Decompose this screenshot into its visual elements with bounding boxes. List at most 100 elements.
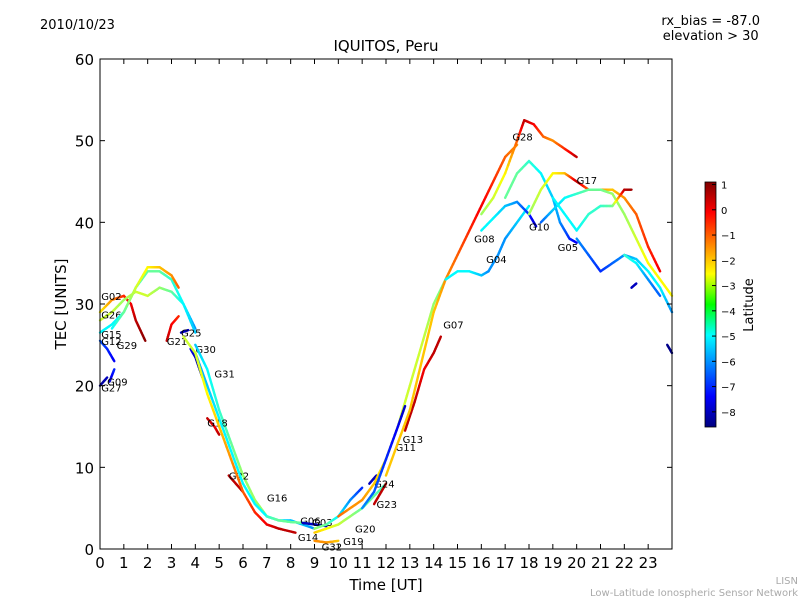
x-tick-label: 16	[472, 554, 491, 572]
colorbar-tick-label: −5	[721, 332, 736, 343]
series-segment	[176, 315, 180, 319]
series-label: G03	[312, 518, 332, 529]
series-label: G29	[117, 341, 137, 352]
elevation-label: elevation > 30	[662, 29, 759, 44]
series-label: G30	[195, 345, 215, 356]
series-unlabeled-33	[551, 188, 633, 232]
x-tick-label: 21	[591, 554, 610, 572]
series-unlabeled-36	[630, 282, 638, 289]
x-tick-label: 19	[543, 554, 562, 572]
series-label: G06	[300, 516, 320, 527]
series-segment	[573, 154, 578, 159]
series-g27	[98, 376, 109, 387]
series-label: G21	[167, 337, 187, 348]
x-tick-label: 23	[639, 554, 658, 572]
y-tick-label: 20	[75, 378, 94, 396]
series-segment	[374, 474, 378, 478]
series-label: G09	[107, 378, 127, 389]
series-label: G11	[396, 443, 416, 454]
x-tick-label: 3	[167, 554, 177, 572]
x-tick-label: 20	[567, 554, 586, 572]
series-g07	[403, 335, 443, 432]
series-label: G27	[101, 383, 121, 394]
y-axis-label: TEC [UNITS]	[52, 259, 70, 351]
series-segment	[405, 408, 412, 420]
series-segment	[402, 417, 409, 428]
series-segment	[192, 324, 197, 330]
footer-long: Low-Latitude Ionospheric Sensor Network	[590, 588, 798, 599]
series-g32	[313, 539, 340, 544]
colorbar-tick-label: −7	[721, 383, 736, 394]
series-label: G07	[443, 320, 463, 331]
series-g25	[179, 328, 190, 334]
series-g18	[206, 417, 221, 436]
series-g21	[165, 315, 180, 342]
series-segment	[292, 530, 297, 534]
series-segment	[105, 376, 109, 380]
series-segment	[192, 327, 197, 334]
series-segment	[414, 372, 420, 387]
series-label: G13	[403, 435, 423, 446]
series-segment	[359, 486, 364, 491]
series-segment	[399, 425, 406, 436]
x-tick-label: 7	[262, 554, 272, 572]
colorbar-tick-label: −1	[721, 231, 736, 242]
series-segment	[112, 368, 116, 373]
x-tick-label: 12	[376, 554, 395, 572]
series-segment	[142, 336, 147, 342]
y-tick-label: 60	[75, 51, 94, 69]
series-segment	[387, 457, 394, 469]
x-tick-label: 8	[286, 554, 296, 572]
x-tick-label: 14	[424, 554, 443, 572]
series-label: G05	[558, 243, 578, 254]
series-unlabeled-31	[539, 188, 674, 298]
series-unlabeled-34	[623, 253, 662, 298]
y-tick-label: 30	[75, 296, 94, 314]
series-segment	[390, 449, 397, 461]
series-segment	[420, 347, 426, 363]
series-segment	[384, 466, 391, 477]
series-label: G12	[101, 337, 121, 348]
colorbar-tick-label: −8	[721, 408, 736, 419]
series-segment	[534, 223, 538, 228]
colorbar-tick-label: −6	[721, 357, 736, 368]
series-label: G28	[512, 133, 532, 144]
x-tick-label: 0	[95, 554, 105, 572]
series-label: G25	[181, 329, 201, 340]
series-segment	[176, 284, 180, 289]
series-g13	[360, 404, 407, 510]
x-tick-label: 10	[329, 554, 348, 572]
series-segment	[657, 267, 662, 273]
series-segment	[217, 432, 221, 436]
colorbar-label: Latitude	[742, 278, 757, 332]
series-label: G16	[267, 494, 287, 505]
series-segment	[393, 441, 400, 453]
series-segment	[384, 482, 388, 486]
series-label: G17	[577, 176, 597, 187]
x-tick-label: 2	[143, 554, 153, 572]
series-label: G14	[298, 533, 318, 544]
x-tick-label: 11	[353, 554, 372, 572]
series-segment	[411, 384, 417, 400]
series-label: G32	[322, 543, 342, 554]
x-tick-label: 1	[119, 554, 129, 572]
series-label: G23	[376, 500, 396, 511]
rx-bias-label: rx_bias = -87.0	[661, 14, 760, 29]
series-segment	[417, 359, 423, 375]
series-segment	[423, 335, 429, 351]
series-label: G15	[101, 330, 121, 341]
series-label: G31	[214, 369, 234, 380]
series-segment	[112, 358, 116, 363]
series-g09	[108, 368, 116, 383]
series-label: G08	[474, 235, 494, 246]
series-segment	[396, 433, 403, 445]
series-segment	[634, 282, 638, 286]
x-tick-label: 5	[214, 554, 224, 572]
series-segment	[657, 292, 662, 298]
bias-info: rx_bias = -87.0 elevation > 30	[661, 14, 760, 44]
series-g29	[110, 266, 180, 330]
series-segment	[574, 241, 578, 244]
series-label: G02	[101, 292, 121, 303]
chart-title: IQUITOS, Peru	[333, 37, 439, 55]
